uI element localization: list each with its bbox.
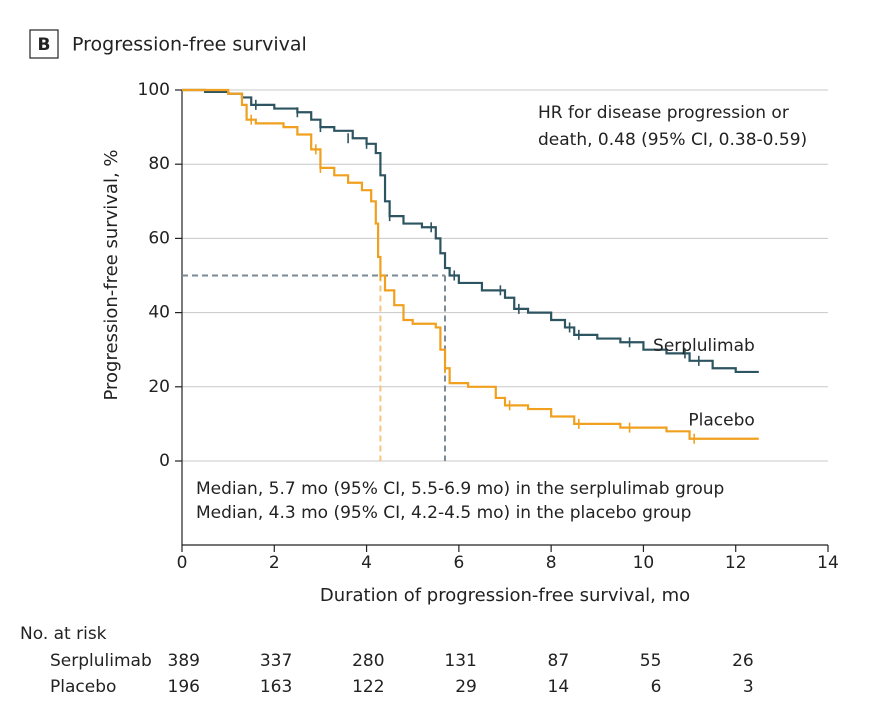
risk-value: 163	[260, 677, 292, 697]
risk-value: 131	[444, 651, 476, 671]
x-axis-label: Duration of progression-free survival, m…	[320, 585, 690, 606]
survival-curve	[182, 88, 759, 440]
survival-curve	[182, 88, 759, 374]
risk-row-label: Serplulimab	[50, 651, 152, 671]
y-tick-label: 40	[148, 303, 170, 323]
annotation: Median, 4.3 mo (95% CI, 4.2-4.5 mo) in t…	[196, 503, 691, 523]
risk-row-label: Placebo	[50, 677, 116, 697]
series-label: Serplulimab	[653, 336, 755, 356]
x-tick-label: 4	[361, 553, 372, 573]
y-tick-label: 20	[148, 377, 170, 397]
x-tick-label: 8	[546, 553, 557, 573]
risk-value: 6	[651, 677, 662, 697]
risk-value: 196	[168, 677, 200, 697]
x-tick-label: 14	[817, 553, 839, 573]
annotation: HR for disease progression or	[538, 103, 789, 123]
risk-value: 122	[352, 677, 384, 697]
x-tick-label: 12	[725, 553, 747, 573]
risk-value: 3	[743, 677, 754, 697]
risk-value: 280	[352, 651, 384, 671]
y-tick-label: 60	[148, 228, 170, 248]
y-tick-label: 100	[138, 80, 170, 100]
risk-value: 337	[260, 651, 292, 671]
x-tick-label: 6	[453, 553, 464, 573]
risk-value: 14	[548, 677, 570, 697]
risk-value: 389	[168, 651, 200, 671]
risk-value: 26	[732, 651, 754, 671]
risk-table-title: No. at risk	[20, 624, 107, 644]
y-tick-label: 80	[148, 154, 170, 174]
x-tick-label: 2	[269, 553, 280, 573]
series-label: Placebo	[688, 411, 754, 431]
risk-value: 87	[548, 651, 570, 671]
chart-title: Progression-free survival	[72, 34, 307, 56]
x-tick-label: 0	[177, 553, 188, 573]
panel-box	[29, 29, 59, 59]
panel-label: B	[38, 35, 51, 55]
x-tick-label: 10	[633, 553, 655, 573]
y-axis-label: Progression-free survival, %	[101, 149, 122, 400]
annotation: Median, 5.7 mo (95% CI, 5.5-6.9 mo) in t…	[196, 479, 724, 499]
risk-value: 29	[455, 677, 477, 697]
annotation: death, 0.48 (95% CI, 0.38-0.59)	[538, 130, 807, 150]
risk-value: 55	[640, 651, 662, 671]
y-tick-label: 0	[159, 451, 170, 471]
